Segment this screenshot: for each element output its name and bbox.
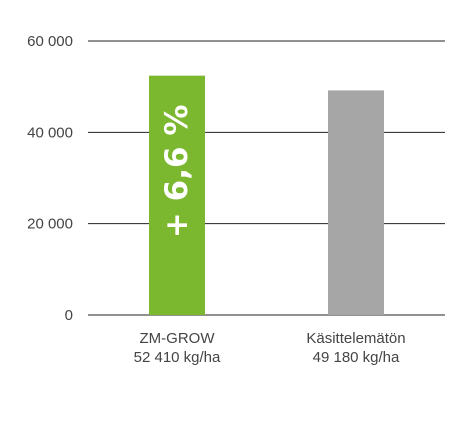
bar-annotation: + 6,6 % [159, 105, 195, 239]
gridlines [88, 40, 445, 316]
x-category-label: Käsittelemätön [306, 330, 405, 347]
y-tick-label: 40 000 [27, 124, 73, 141]
x-category-value-label: 52 410 kg/ha [134, 349, 221, 366]
x-category-value-label: 49 180 kg/ha [313, 349, 400, 366]
bar [149, 75, 205, 315]
x-category-label: ZM-GROW [140, 330, 216, 347]
bars: + 6,6 % [149, 75, 384, 315]
y-tick-label: 0 [65, 307, 73, 324]
y-tick-label: 60 000 [27, 33, 73, 50]
y-axis-ticks: 0 20 000 40 000 60 000 [27, 33, 73, 324]
y-tick-label: 20 000 [27, 216, 73, 233]
x-axis-labels: ZM-GROW 52 410 kg/ha Käsittelemätön 49 180 … [134, 330, 406, 366]
bar [328, 90, 384, 315]
